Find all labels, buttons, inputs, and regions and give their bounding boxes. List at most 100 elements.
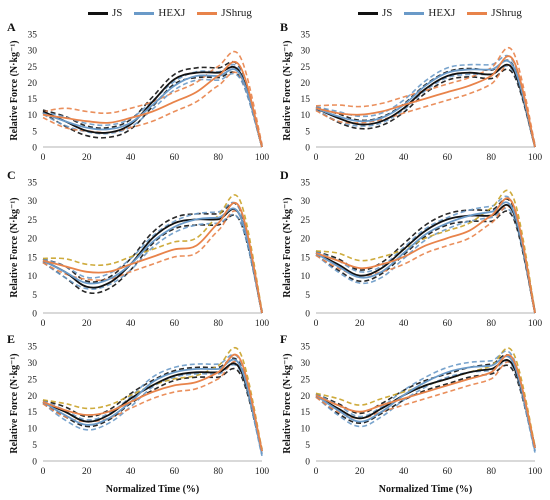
- y-tick-label: 5: [305, 291, 310, 301]
- y-tick-label: 35: [28, 343, 38, 353]
- panel-label: E: [7, 332, 15, 346]
- x-tick-label: 0: [314, 467, 319, 477]
- legend-swatch-hexj: [134, 11, 155, 15]
- y-tick-label: 20: [28, 392, 38, 402]
- x-tick-label: 80: [213, 153, 223, 163]
- x-tick-label: 40: [399, 467, 409, 477]
- y-axis-label: Relative Force (N·kg⁻¹): [9, 353, 20, 453]
- sd-line-jshrug: [315, 205, 536, 314]
- legend-label-js: JS: [112, 7, 123, 19]
- x-tick-label: 100: [255, 319, 270, 329]
- legend-right: JS HEXJ JShrug: [358, 7, 534, 19]
- y-tick-label: 20: [301, 235, 311, 245]
- mean-line-jshrug: [42, 353, 263, 452]
- y-tick-label: 30: [301, 359, 311, 369]
- y-tick-label: 35: [28, 31, 38, 41]
- y-axis-label: Relative Force (N·kg⁻¹): [282, 40, 293, 140]
- x-tick-label: 60: [170, 467, 180, 477]
- sd-line-js: [315, 198, 536, 312]
- y-tick-label: 35: [28, 179, 38, 189]
- panel-label: F: [280, 332, 287, 346]
- y-tick-label: 5: [32, 291, 37, 301]
- y-tick-label: 30: [28, 359, 38, 369]
- x-tick-label: 20: [82, 467, 92, 477]
- x-tick-label: 40: [126, 467, 136, 477]
- x-tick-label: 0: [314, 319, 319, 329]
- panel-label: D: [280, 168, 289, 182]
- y-tick-label: 10: [301, 425, 311, 435]
- panel-a: A 0 5 10 15 20 25 30 35 0 20 40 60 80 100 Relative Forc…: [7, 20, 269, 163]
- mean-line-jshrug: [315, 354, 536, 449]
- y-tick-label: 0: [305, 144, 310, 154]
- legend-swatch-hexj: [404, 11, 425, 15]
- x-tick-label: 40: [399, 319, 409, 329]
- x-tick-label: 80: [486, 153, 496, 163]
- y-tick-label: 0: [305, 310, 310, 320]
- mean-line-jshrug: [42, 60, 263, 148]
- sd-line-jshrug: [42, 50, 263, 145]
- x-tick-label: 100: [528, 319, 543, 329]
- y-tick-label: 15: [301, 95, 311, 105]
- x-tick-label: 100: [528, 153, 543, 163]
- y-tick-label: 35: [301, 343, 311, 353]
- x-tick-label: 60: [170, 153, 180, 163]
- legend-label-hexj: HEXJ: [158, 7, 186, 19]
- x-tick-label: 20: [82, 153, 92, 163]
- x-tick-label: 40: [399, 153, 409, 163]
- x-tick-label: 60: [443, 153, 453, 163]
- y-tick-label: 15: [28, 95, 38, 105]
- sd-line-js: [315, 364, 536, 450]
- sd-line-js: [42, 60, 263, 146]
- sd-line-jshrug: [315, 189, 536, 311]
- y-tick-label: 35: [301, 31, 311, 41]
- mean-line-jshrug: [42, 201, 263, 314]
- x-tick-label: 0: [41, 319, 46, 329]
- sd-line-jshrug: [42, 210, 263, 314]
- y-tick-label: 0: [32, 458, 37, 468]
- y-tick-label: 0: [32, 310, 37, 320]
- y-axis-label: Relative Force (N·kg⁻¹): [9, 197, 20, 297]
- x-tick-label: 100: [255, 153, 270, 163]
- sd-line-jshrug: [42, 194, 263, 311]
- x-tick-label: 20: [355, 319, 365, 329]
- mean-line-js: [315, 63, 536, 148]
- sd-line-hexj: [315, 195, 536, 312]
- mean-line-js: [315, 204, 536, 314]
- x-tick-label: 60: [170, 319, 180, 329]
- sd-line-hexj: [42, 364, 263, 457]
- x-tick-label: 0: [314, 153, 319, 163]
- legend-label-hexj: HEXJ: [428, 7, 456, 19]
- sd-line-js: [42, 214, 263, 314]
- x-tick-label: 40: [126, 153, 136, 163]
- y-tick-label: 25: [301, 216, 311, 226]
- panel-b: B 0 5 10 15 20 25 30 35 0 20 40 60 80 100 Relative Forc…: [280, 20, 542, 163]
- sd-line-js: [42, 357, 263, 450]
- mean-line-hexj: [42, 358, 263, 455]
- mean-line-js: [42, 362, 263, 452]
- y-tick-label: 25: [28, 63, 38, 73]
- x-tick-label: 20: [82, 319, 92, 329]
- y-tick-label: 0: [32, 144, 37, 154]
- y-tick-label: 30: [28, 47, 38, 57]
- x-tick-label: 40: [126, 319, 136, 329]
- y-tick-label: 30: [301, 47, 311, 57]
- mean-line-js: [42, 65, 263, 148]
- sd-line-js: [315, 68, 536, 148]
- y-tick-label: 5: [305, 127, 310, 137]
- legend-swatch-jshrug: [467, 11, 488, 15]
- y-tick-label: 25: [301, 375, 311, 385]
- x-tick-label: 0: [41, 467, 46, 477]
- y-tick-label: 25: [28, 216, 38, 226]
- x-axis-label: Normalized Time (%): [106, 484, 200, 495]
- legend-label-js: JS: [382, 7, 393, 19]
- y-tick-label: 35: [301, 179, 311, 189]
- y-tick-label: 10: [301, 111, 311, 121]
- mean-line-hexj: [315, 201, 536, 314]
- x-tick-label: 80: [486, 319, 496, 329]
- x-tick-label: 100: [528, 467, 543, 477]
- sd-line-jshrug: [315, 361, 536, 450]
- y-tick-label: 5: [32, 127, 37, 137]
- mean-line-hexj: [315, 355, 536, 452]
- sd-line-jshrug: [42, 346, 263, 450]
